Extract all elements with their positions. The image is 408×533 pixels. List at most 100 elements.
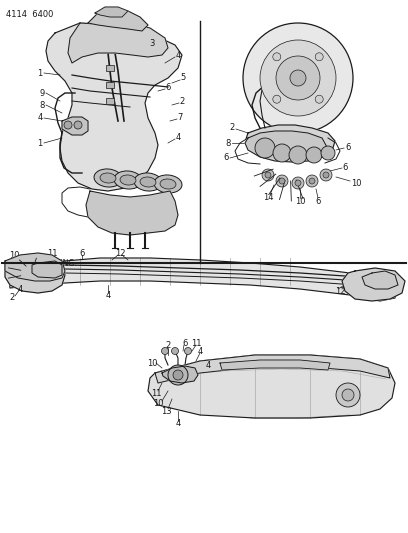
Text: 4: 4 (38, 114, 42, 123)
Circle shape (162, 348, 169, 354)
Text: 1: 1 (38, 139, 42, 148)
Text: 12: 12 (115, 248, 125, 257)
Polygon shape (362, 271, 398, 289)
Text: 10: 10 (153, 399, 163, 408)
Circle shape (279, 178, 285, 184)
Text: 4: 4 (175, 51, 181, 60)
Polygon shape (32, 261, 62, 278)
Text: 6: 6 (223, 154, 229, 163)
Circle shape (260, 40, 336, 116)
Bar (106, 65, 114, 71)
Circle shape (171, 348, 179, 354)
Text: 5: 5 (180, 74, 186, 83)
Circle shape (323, 172, 329, 178)
Text: 6: 6 (165, 84, 171, 93)
Circle shape (273, 95, 281, 103)
Polygon shape (162, 366, 198, 383)
Text: 8: 8 (39, 101, 45, 109)
Text: 8: 8 (225, 139, 231, 148)
Text: 2: 2 (118, 11, 123, 20)
Ellipse shape (160, 179, 176, 189)
Ellipse shape (154, 175, 182, 193)
Circle shape (306, 175, 318, 187)
Text: 4: 4 (18, 285, 22, 294)
Polygon shape (8, 258, 398, 301)
Polygon shape (245, 131, 328, 162)
Text: 6: 6 (182, 338, 188, 348)
Polygon shape (246, 125, 335, 160)
Text: 2: 2 (165, 341, 171, 350)
Circle shape (262, 169, 274, 181)
Text: 4: 4 (105, 290, 111, 300)
Text: 2: 2 (9, 294, 15, 303)
Ellipse shape (120, 175, 136, 185)
Polygon shape (68, 23, 168, 63)
Circle shape (309, 178, 315, 184)
Text: 13: 13 (161, 407, 171, 416)
Circle shape (336, 383, 360, 407)
Polygon shape (88, 9, 148, 31)
Text: 6: 6 (345, 143, 351, 152)
Text: 9: 9 (40, 88, 44, 98)
Circle shape (265, 172, 271, 178)
Text: 11: 11 (47, 248, 57, 257)
Text: 10: 10 (147, 359, 157, 367)
Ellipse shape (100, 173, 116, 183)
Text: 4: 4 (175, 418, 181, 427)
Ellipse shape (94, 169, 122, 187)
Circle shape (290, 70, 306, 86)
Text: 11: 11 (191, 338, 201, 348)
Circle shape (295, 180, 301, 186)
Polygon shape (62, 117, 88, 135)
Polygon shape (220, 360, 330, 370)
Text: 6: 6 (79, 248, 85, 257)
Text: 12: 12 (335, 287, 345, 295)
Circle shape (243, 23, 353, 133)
Text: 10: 10 (9, 251, 19, 260)
Text: 4: 4 (197, 346, 203, 356)
Circle shape (255, 138, 275, 158)
Polygon shape (148, 355, 395, 418)
Circle shape (315, 95, 323, 103)
Polygon shape (5, 261, 65, 293)
Text: 6: 6 (315, 197, 321, 206)
Text: 2: 2 (180, 96, 185, 106)
Circle shape (273, 144, 291, 162)
Bar (106, 82, 114, 88)
Ellipse shape (140, 177, 156, 187)
Text: 7: 7 (177, 114, 183, 123)
Polygon shape (86, 191, 178, 235)
Text: 10: 10 (295, 197, 305, 206)
Text: 3: 3 (149, 38, 155, 47)
Circle shape (342, 389, 354, 401)
Circle shape (276, 175, 288, 187)
Circle shape (321, 146, 335, 160)
Circle shape (74, 121, 82, 129)
Circle shape (64, 121, 72, 129)
Text: 11: 11 (151, 389, 161, 398)
Text: 4: 4 (205, 360, 211, 369)
Text: 14: 14 (263, 193, 273, 203)
Text: 6: 6 (342, 164, 348, 173)
Circle shape (320, 169, 332, 181)
Polygon shape (46, 23, 182, 191)
Text: 1: 1 (38, 69, 42, 77)
Polygon shape (342, 268, 405, 301)
Circle shape (168, 365, 188, 385)
Polygon shape (95, 7, 128, 17)
Circle shape (276, 56, 320, 100)
Polygon shape (155, 355, 390, 383)
Circle shape (306, 147, 322, 163)
Ellipse shape (134, 173, 162, 191)
Bar (106, 98, 114, 104)
Text: 4: 4 (175, 133, 181, 142)
Circle shape (315, 53, 323, 61)
Text: 10: 10 (351, 179, 361, 188)
Circle shape (184, 348, 191, 354)
Text: 2.2 LITER ENG.: 2.2 LITER ENG. (20, 259, 77, 268)
Circle shape (273, 53, 281, 61)
Ellipse shape (114, 171, 142, 189)
Polygon shape (5, 253, 65, 281)
Text: 4114  6400: 4114 6400 (6, 10, 53, 19)
Circle shape (173, 370, 183, 380)
